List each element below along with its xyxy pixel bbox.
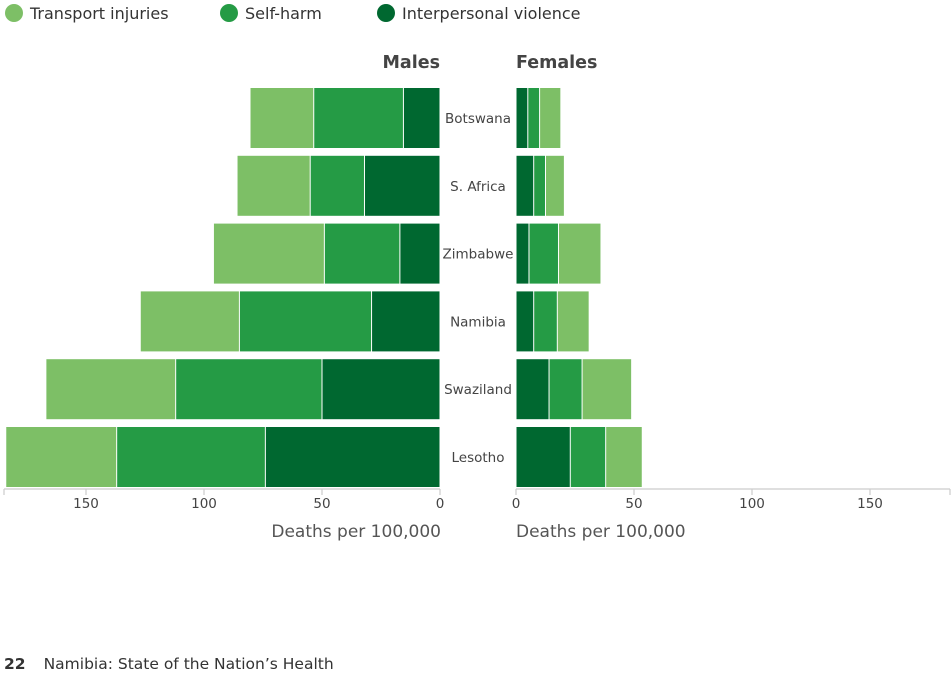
- females-bar-zimbabwe-3: [558, 223, 601, 284]
- males-panel-title: Males: [382, 53, 440, 73]
- females-bar-s-africa-1: [516, 155, 534, 216]
- females-bar-swaziland-2: [549, 359, 582, 420]
- males-bar-s-africa-3: [237, 155, 310, 216]
- category-label-s-africa: S. Africa: [450, 179, 506, 195]
- females-bar-lesotho-1: [516, 427, 570, 487]
- page-number: 22: [4, 655, 26, 673]
- females-bar-botswana-2: [528, 88, 540, 148]
- legend-label-2: Self-harm: [245, 4, 322, 23]
- legend-label-1: Transport injuries: [29, 4, 169, 23]
- males-x-tick-label-0: 0: [436, 496, 445, 512]
- category-label-swaziland: Swaziland: [444, 382, 512, 398]
- females-bar-namibia-3: [557, 291, 589, 352]
- males-bar-s-africa-2: [310, 155, 364, 216]
- males-bar-zimbabwe-2: [324, 223, 400, 284]
- category-label-zimbabwe: Zimbabwe: [443, 247, 514, 263]
- females-bar-lesotho-3: [606, 427, 642, 487]
- males-bar-namibia-1: [372, 291, 440, 352]
- females-x-tick-label-100: 100: [739, 496, 765, 512]
- males-bar-namibia-3: [140, 291, 239, 352]
- females-bar-swaziland-1: [516, 359, 549, 420]
- males-bar-namibia-2: [239, 291, 372, 352]
- females-bar-namibia-1: [516, 291, 534, 352]
- males-x-tick-label-50: 50: [313, 496, 330, 512]
- stacked-bar-chart: Transport injuries Self-harm Interpersonal…: [3, 4, 951, 542]
- legend-swatch-2: [220, 4, 238, 22]
- females-bar-botswana-3: [540, 88, 561, 148]
- legend-swatch-1: [5, 4, 23, 22]
- females-x-tick-label-150: 150: [857, 496, 883, 512]
- page-footer: 22 Namibia: State of the Nation’s Health: [4, 655, 334, 673]
- males-bar-swaziland-2: [176, 359, 322, 420]
- females-x-tick-label-0: 0: [512, 496, 521, 512]
- males-bar-s-africa-1: [364, 155, 440, 216]
- category-label-botswana: Botswana: [445, 111, 511, 127]
- males-bar-swaziland-1: [322, 359, 440, 420]
- legend-label-3: Interpersonal violence: [402, 4, 581, 23]
- males-x-axis-label: Deaths per 100,000: [271, 522, 441, 542]
- males-x-tick-label-100: 100: [191, 496, 217, 512]
- females-bar-namibia-2: [534, 291, 557, 352]
- females-panel-title: Females: [516, 53, 597, 73]
- males-bar-lesotho-2: [117, 427, 265, 487]
- males-bar-lesotho-3: [6, 427, 117, 487]
- females-bar-s-africa-3: [546, 155, 564, 216]
- males-bar-swaziland-3: [46, 359, 176, 420]
- males-bar-zimbabwe-1: [400, 223, 440, 284]
- males-bar-lesotho-1: [265, 427, 440, 487]
- category-label-namibia: Namibia: [450, 314, 506, 330]
- legend-swatch-3: [377, 4, 395, 22]
- males-bar-botswana-2: [314, 88, 403, 148]
- females-x-axis-label: Deaths per 100,000: [516, 522, 686, 542]
- females-bar-lesotho-2: [570, 427, 606, 487]
- females-bar-botswana-1: [516, 88, 528, 148]
- males-x-tick-label-150: 150: [73, 496, 99, 512]
- females-bar-s-africa-2: [534, 155, 545, 216]
- females-bar-zimbabwe-2: [529, 223, 558, 284]
- males-bar-botswana-3: [250, 88, 314, 148]
- females-bar-zimbabwe-1: [516, 223, 529, 284]
- category-label-lesotho: Lesotho: [452, 450, 505, 466]
- publication-title: Namibia: State of the Nation’s Health: [43, 655, 334, 673]
- females-bar-swaziland-3: [582, 359, 632, 420]
- males-bar-botswana-1: [403, 88, 440, 148]
- females-x-tick-label-50: 50: [625, 496, 642, 512]
- males-bar-zimbabwe-3: [213, 223, 324, 284]
